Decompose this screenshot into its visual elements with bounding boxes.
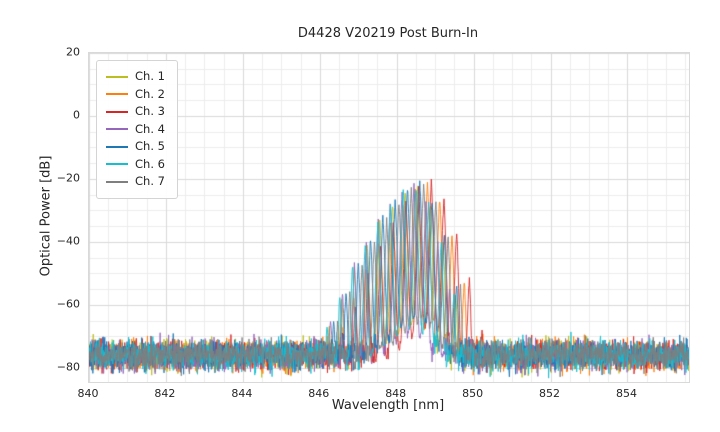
legend-label: Ch. 5	[135, 139, 165, 153]
chart-title: D4428 V20219 Post Burn-In	[297, 26, 479, 41]
x-tick-label: 846	[308, 387, 330, 400]
chart-canvas	[89, 53, 689, 382]
legend-item: Ch. 2	[106, 86, 165, 104]
legend-item: Ch. 7	[106, 173, 165, 191]
x-tick-label: 848	[385, 387, 407, 400]
y-tick-label: 0	[73, 108, 80, 122]
x-tick-label: 842	[154, 387, 176, 400]
legend-line-swatch	[106, 128, 128, 131]
legend-label: Ch. 6	[135, 156, 165, 171]
y-tick-label: −60	[56, 297, 80, 311]
legend-item: Ch. 5	[106, 138, 165, 156]
y-tick-label: −80	[56, 360, 80, 374]
legend-label: Ch. 7	[135, 174, 165, 188]
legend-item: Ch. 1	[106, 68, 165, 86]
x-tick-label: 840	[77, 387, 99, 400]
legend-label: Ch. 4	[135, 121, 165, 136]
legend-line-swatch	[106, 180, 128, 183]
y-axis-label: Optical Power [dB]	[38, 155, 54, 277]
legend-item: Ch. 3	[106, 103, 165, 121]
y-tick-label: −20	[56, 171, 80, 185]
legend-label: Ch. 3	[135, 104, 165, 118]
legend-line-swatch	[106, 163, 128, 166]
legend-line-swatch	[106, 93, 128, 96]
legend-line-swatch	[106, 110, 128, 113]
y-tick-label: 20	[66, 45, 80, 59]
x-axis-label: Wavelength [nm]	[331, 398, 445, 413]
legend-line-swatch	[106, 75, 128, 78]
x-tick-label: 850	[462, 387, 484, 400]
x-tick-label: 852	[539, 387, 561, 400]
legend: Ch. 1 Ch. 2 Ch. 3 Ch. 4 Ch. 5 Ch. 6 Ch. 7	[96, 60, 178, 199]
legend-label: Ch. 1	[135, 69, 165, 83]
plot-area: Ch. 1 Ch. 2 Ch. 3 Ch. 4 Ch. 5 Ch. 6 Ch. 7	[88, 52, 690, 383]
legend-item: Ch. 4	[106, 121, 165, 139]
x-tick-label: 844	[231, 387, 253, 400]
legend-label: Ch. 2	[135, 86, 165, 101]
legend-item: Ch. 6	[106, 156, 165, 174]
x-tick-label: 854	[615, 387, 637, 400]
y-tick-label: −40	[56, 234, 80, 248]
legend-line-swatch	[106, 145, 128, 148]
